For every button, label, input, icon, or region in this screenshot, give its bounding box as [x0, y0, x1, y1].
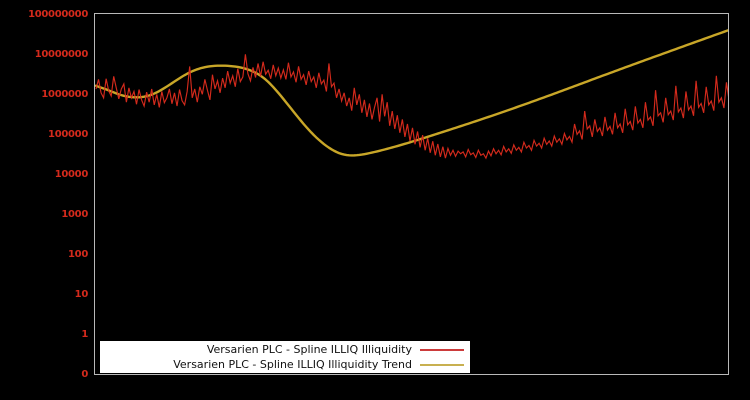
legend-entry-trend: Versarien PLC - Spline ILLIQ Illiquidity…	[100, 357, 470, 372]
y-axis: 100000000 10000000 1000000 100000 10000 1000 1…	[0, 0, 88, 400]
plot-svg	[95, 29, 728, 160]
series-line-swatch	[420, 348, 464, 351]
y-tick-label-1000: 1000	[61, 209, 88, 220]
legend-label-series: Versarien PLC - Spline ILLIQ Illiquidity	[206, 342, 412, 356]
illiquidity-series-line	[95, 54, 728, 160]
y-tick-label-1: 1	[81, 329, 88, 340]
plot-area	[94, 13, 729, 375]
y-tick-label-100000: 100000	[48, 129, 88, 140]
y-tick-label-100: 100	[68, 249, 88, 260]
legend-entry-series: Versarien PLC - Spline ILLIQ Illiquidity	[100, 342, 470, 357]
y-tick-label-0: 0	[81, 369, 88, 380]
y-tick-label-100000000: 100000000	[28, 9, 88, 20]
y-tick-label-10: 10	[74, 289, 89, 300]
chart-legend: Versarien PLC - Spline ILLIQ Illiquidity…	[100, 341, 470, 373]
y-tick-label-1000000: 1000000	[41, 89, 88, 100]
y-tick-label-10000: 10000	[54, 169, 89, 180]
y-tick-label-10000000: 10000000	[34, 49, 89, 60]
trend-line-swatch	[420, 363, 464, 366]
trend-line	[95, 29, 728, 157]
legend-label-trend: Versarien PLC - Spline ILLIQ Illiquidity…	[173, 357, 412, 371]
